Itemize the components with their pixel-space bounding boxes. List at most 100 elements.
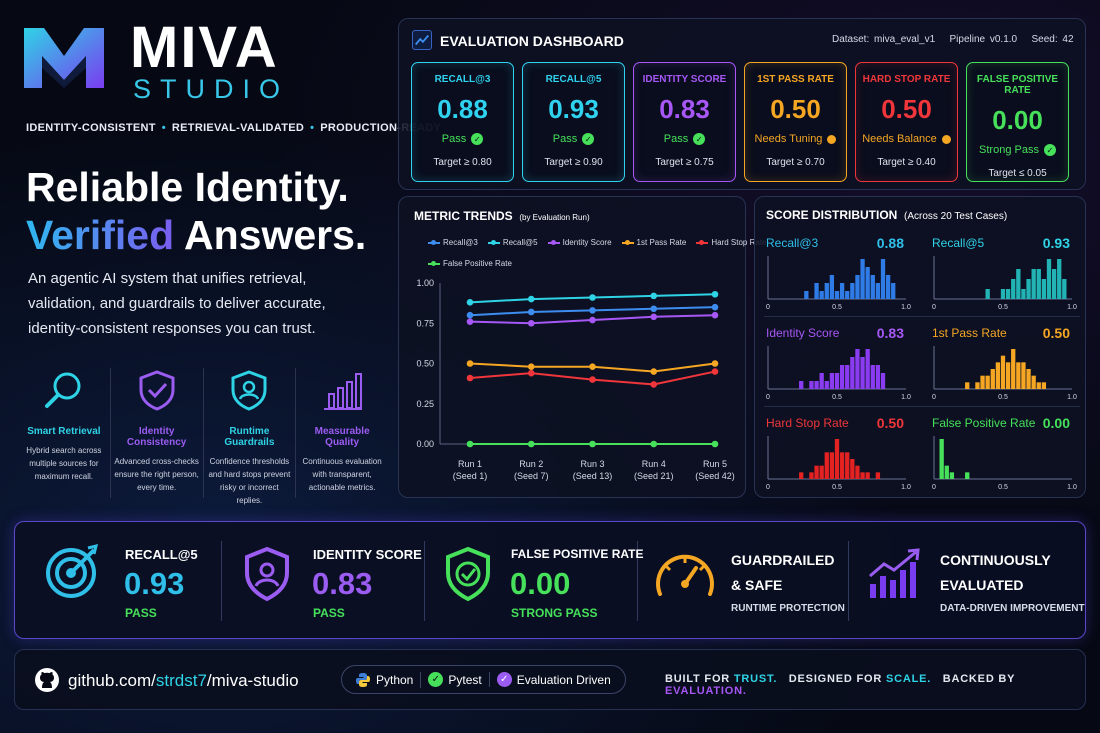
metric-card-value: 0.93	[548, 94, 599, 124]
hero-highlight: Verified	[26, 212, 175, 258]
metric-trends-chart: 0.00 0.25 0.50 0.75 1.00 Run 1 (Seed 1) Run 2 (S…	[416, 278, 735, 481]
histogram-bar	[875, 472, 881, 479]
data-point	[589, 376, 596, 383]
footer-slogan: BUILT FOR TRUST. DESIGNED FOR SCALE. BAC…	[665, 673, 1100, 697]
metric-card: IDENTITY SCORE 0.83 Pass ✓ Target ≥ 0.75	[633, 62, 736, 182]
histogram-title: Recall@3	[766, 236, 819, 250]
legend-swatch	[621, 239, 634, 245]
histogram-bar	[885, 275, 891, 299]
histogram-bar	[845, 291, 850, 299]
data-point	[589, 307, 596, 314]
histogram-bar	[880, 373, 886, 389]
hero-headline-rest: Answers.	[174, 212, 367, 258]
summary-label-line: EVALUATED	[940, 577, 1024, 593]
x-tick-label: Run 2	[519, 459, 543, 469]
metric-card-title: RECALL@3	[434, 74, 491, 85]
histogram-bar	[870, 275, 875, 299]
histogram-bar	[990, 369, 995, 389]
divider	[424, 541, 425, 621]
histogram-bar	[985, 375, 990, 389]
feature-title: Smart Retrieval	[27, 426, 101, 437]
legend-swatch	[487, 239, 500, 245]
metric-card: HARD STOP RATE 0.50 Needs Balance Target ≥ …	[855, 62, 958, 182]
histogram-chart: 0 0.5 1.0	[932, 256, 1077, 311]
histogram-bar	[834, 291, 840, 299]
histogram-bar	[860, 472, 865, 479]
metric-trends-panel	[398, 196, 746, 498]
check-icon: ✓	[471, 133, 484, 145]
x-tick-label: (Seed 42)	[695, 471, 735, 481]
growth-chart-icon	[869, 548, 920, 598]
legend-item: Recall@5	[487, 238, 538, 247]
hist-tick-label: 1.0	[901, 484, 911, 491]
y-tick-label: 0.75	[416, 318, 434, 328]
histogram-bar	[799, 472, 804, 479]
summary-value: 0.00	[510, 566, 571, 601]
metric-card-status: Strong Pass ✓	[967, 144, 1068, 156]
histogram-bar	[1036, 382, 1041, 389]
histogram-bar	[980, 375, 985, 389]
histogram-bar	[1046, 259, 1052, 299]
histogram-bar	[829, 275, 835, 299]
status-text: Needs Tuning	[754, 133, 823, 145]
repo-link[interactable]: github.com/strdst7/miva-studio	[68, 671, 299, 691]
feature-title: Identity Consistency	[126, 426, 187, 448]
summary-value: 0.83	[312, 566, 373, 601]
metric-card-value: 0.50	[881, 94, 932, 124]
histogram-chart: 0 0.5 1.0	[932, 346, 1077, 401]
summary-label-line: CONTINUOUSLY	[940, 552, 1051, 568]
histogram-bar	[819, 291, 824, 299]
shield-user-icon	[245, 546, 289, 602]
legend-item: Hard Stop Rate	[696, 238, 767, 247]
histogram-bar	[860, 259, 865, 299]
metric-card-target: Target ≤ 0.05	[988, 168, 1047, 179]
hist-tick-label: 0	[932, 394, 936, 401]
histogram-bar	[1005, 289, 1011, 299]
metric-card-status: Pass ✓	[523, 133, 624, 145]
pill-evaluation-driven: ✓ Evaluation Driven	[490, 672, 618, 687]
feature-desc: Advanced cross-checks ensure the right p…	[114, 457, 199, 492]
histogram-bar	[939, 439, 944, 479]
legend-label: False Positive Rate	[443, 259, 512, 268]
histogram-bar	[995, 362, 1001, 389]
hist-tick-label: 0	[766, 304, 770, 311]
histogram-bar	[1011, 349, 1016, 389]
check-icon: ✓	[693, 133, 706, 145]
legend-label: Recall@5	[502, 238, 538, 247]
metric-card-title: IDENTITY SCORE	[642, 74, 727, 85]
histogram-bar	[1031, 269, 1036, 299]
histogram-bar	[1062, 279, 1067, 299]
footer-bar	[14, 649, 1086, 710]
data-point	[527, 363, 535, 371]
shield-user-icon	[231, 370, 267, 411]
summary-sub: RUNTIME PROTECTION	[731, 603, 845, 614]
data-point	[711, 311, 719, 319]
metric-card-status: Needs Tuning	[745, 133, 846, 145]
hist-tick-label: 0	[932, 484, 936, 491]
github-icon[interactable]	[34, 667, 60, 693]
histogram-bar	[975, 382, 980, 389]
legend-label: Identity Score	[562, 238, 612, 247]
data-point	[650, 313, 658, 321]
feature-desc: Confidence thresholds and hard stops pre…	[208, 457, 291, 505]
tagline-item: IDENTITY-CONSISTENT	[26, 122, 156, 134]
data-point	[466, 374, 474, 382]
distribution-subtitle: (Across 20 Test Cases)	[904, 211, 1008, 222]
legend-item: Identity Score	[547, 238, 612, 247]
status-text: Strong Pass	[979, 144, 1039, 156]
histogram-bar	[845, 365, 850, 389]
histogram-bar	[875, 365, 881, 389]
histogram-chart: 0 0.5 1.0	[766, 436, 911, 491]
x-tick-label: Run 4	[642, 459, 666, 469]
slogan-part: BUILT FOR	[665, 673, 734, 685]
pill-pytest: ✓ Pytest	[421, 672, 490, 687]
feature-measurable-quality: Measurable Quality Continuous evaluation…	[296, 368, 388, 498]
trends-legend: False Positive Rate	[428, 259, 512, 268]
histogram-title: 1st Pass Rate	[932, 326, 1007, 340]
metric-card-value: 0.50	[770, 94, 821, 124]
y-tick-label: 1.00	[416, 278, 434, 288]
divider	[764, 406, 1080, 407]
metric-card: 1ST PASS RATE 0.50 Needs Tuning Target ≥ 0.…	[744, 62, 847, 182]
summary-label: IDENTITY SCORE	[313, 547, 422, 562]
status-text: Pass	[441, 133, 467, 145]
